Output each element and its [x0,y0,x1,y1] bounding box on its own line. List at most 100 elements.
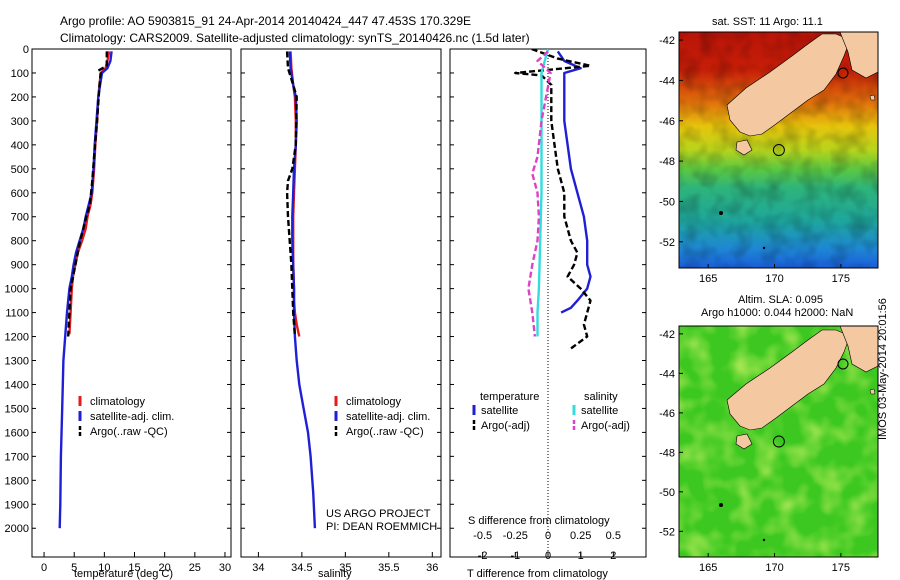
legend-label-satellite: satellite-adj. clim. [346,411,430,423]
y-tick-label: 900 [11,260,29,272]
y-tick-label: -44 [659,75,675,87]
sst-map-panel: sat. SST: 11 Argo: 11.1 165 170 175 -42 -44 -… [659,16,879,285]
y-tick-label: -48 [659,447,675,459]
series-line-salinity-argo [527,50,552,337]
legend-label-climatology: climatology [90,396,146,408]
sla-texture [679,326,878,557]
timestamp-text: IMOS 03-May-2014 20:01:56 [877,298,889,440]
land-chatham [869,388,876,395]
y-tick-label: 1600 [5,427,29,439]
y-tick-label: 1300 [5,356,29,368]
difference-legend: temperature salinity satellite Argo(-adj… [472,391,630,432]
y-tick-label: 300 [11,116,29,128]
y-tick-label: -44 [659,368,675,380]
difference-panel: -2-1012-0.5-0.2500.250.5 temperature sal… [449,48,647,580]
sst-map-frame [678,31,879,269]
x-tick-label: 36 [426,562,438,574]
sla-map-title: Altim. SLA: 0.095 [738,294,823,306]
legend-label-temp-satellite: satellite [481,405,518,417]
legend-label-argo: Argo(..raw -QC) [346,426,424,438]
land-stewart-island [735,139,753,156]
figure-title-line2: Climatology: CARS2009. Satellite-adjuste… [60,31,530,45]
land-north-island [839,32,878,79]
x-tick-label: 34 [252,562,264,574]
series-line-argo-raw-qc- [67,51,109,337]
y-tick-label: -46 [659,116,675,128]
sla-map-panel: Altim. SLA: 0.095 Argo h1000: 0.044 h200… [659,294,879,574]
argo-position-marker [772,144,785,157]
y-tick-label: 1500 [5,403,29,415]
salinity-legend: climatology satellite-adj. clim. Argo(..… [334,396,430,438]
land-snares [719,503,723,507]
x-tick-label-top: 0.25 [570,530,591,542]
x-tick-label: 170 [765,562,783,574]
land-south-island [726,329,851,431]
legend-label-temp-argo: Argo(-adj) [481,420,530,432]
land-snares [719,211,723,215]
y-tick-label: -52 [659,237,675,249]
series-line-salinity-satellite [536,49,550,337]
land-north-island [839,326,878,373]
x-tick-label: 34.5 [291,562,312,574]
y-tick-label: 2000 [5,523,29,535]
map-circle-marker [837,358,849,370]
x-tick-label: 165 [699,562,717,574]
x-tick-label: 20 [159,562,171,574]
sla-map-subtitle: Argo h1000: 0.044 h2000: NaN [701,307,853,319]
legend-label-climatology: climatology [346,396,402,408]
y-tick-label: 600 [11,188,29,200]
map-circle-marker [837,67,849,79]
y-tick-label: 1900 [5,499,29,511]
sla-map-frame [678,325,879,558]
land-stewart-island [735,433,753,450]
y-tick-label: 400 [11,140,29,152]
x-tick-label: 165 [699,273,717,285]
legend-label-sal-argo: Argo(-adj) [581,420,630,432]
land-auckland-is [762,246,766,250]
y-tick-label: 100 [11,68,29,80]
x-tick-label-top: 0.5 [606,530,621,542]
y-tick-label: 500 [11,164,29,176]
land-auckland-is [762,538,766,542]
y-tick-label: 1400 [5,379,29,391]
x-tick-label-top: -0.5 [473,530,492,542]
argo-position-marker [772,435,785,448]
x-tick-label: 10 [98,562,110,574]
x-tick-label: 35.5 [378,562,399,574]
y-tick-label: -50 [659,487,675,499]
y-tick-label: 1100 [5,308,29,320]
temperature-xlabel: temperature (deg C) [74,568,173,580]
x-tick-label: -2 [478,550,488,562]
land-chatham [869,94,876,101]
figure-title-line1: Argo profile: AO 5903815_91 24-Apr-2014 … [60,14,471,28]
y-tick-label: 1800 [5,475,29,487]
x-tick-label: 175 [832,273,850,285]
series-line-argo-raw-qc- [285,51,298,337]
y-tick-label: 700 [11,212,29,224]
difference-xlabel-top: S difference from climatology [468,515,610,527]
y-tick-label: 1200 [5,332,29,344]
legend-label-sal-satellite: satellite [581,405,618,417]
x-tick-label: 30 [219,562,231,574]
credit-pi: PI: DEAN ROEMMICH [326,521,437,533]
legend-heading-temperature: temperature [480,391,539,403]
y-tick-label: 200 [11,92,29,104]
x-tick-label: 35 [339,562,351,574]
difference-xlabel: T difference from climatology [467,568,608,580]
salinity-panel: 34 34.5 35 35.5 36 salinity climatology sate… [240,48,442,580]
land-south-island [726,33,851,137]
x-tick-label: 175 [832,562,850,574]
y-tick-label: -48 [659,156,675,168]
temperature-legend: climatology satellite-adj. clim. Argo(..… [78,396,174,438]
legend-heading-salinity: salinity [584,391,618,403]
y-tick-label: 1700 [5,451,29,463]
temperature-panel: 0 5 10 15 20 25 300100200300400500600700800900… [5,44,232,580]
series-line-temperature-argo [514,49,592,350]
y-tick-label: -46 [659,408,675,420]
temperature-axes-frame [31,48,232,558]
credit-project: US ARGO PROJECT [326,508,431,520]
y-tick-label: 800 [11,236,29,248]
x-tick-label: 15 [128,562,140,574]
legend-label-argo: Argo(..raw -QC) [90,426,168,438]
x-tick-label: 25 [189,562,201,574]
